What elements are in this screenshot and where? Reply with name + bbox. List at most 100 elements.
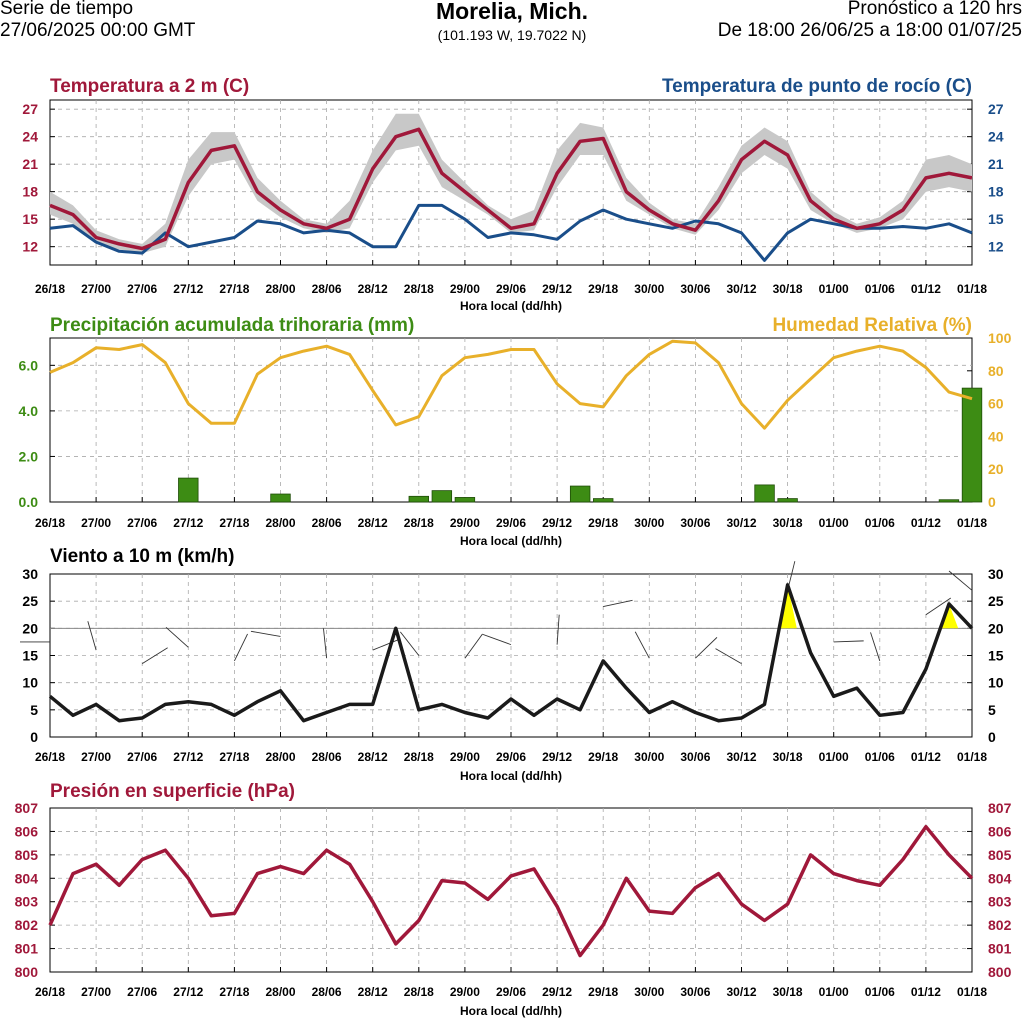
- x-tick-label: 30/12: [726, 516, 756, 530]
- x-tick-label: 28/12: [358, 516, 388, 530]
- y-tick-label-left: 12: [22, 239, 38, 255]
- x-tick-label: 28/00: [265, 985, 295, 999]
- x-axis-label: Hora local (dd/hh): [460, 299, 562, 313]
- x-tick-label: 27/06: [127, 282, 157, 296]
- y-tick-label-right: 30: [988, 566, 1004, 582]
- panel-title-left: Viento a 10 m (km/h): [50, 546, 234, 567]
- x-tick-label: 27/06: [127, 750, 157, 764]
- x-tick-label: 01/06: [865, 516, 895, 530]
- x-tick-label: 30/12: [726, 750, 756, 764]
- y-tick-label-right: 806: [988, 823, 1012, 839]
- y-tick-label-right: 27: [988, 101, 1004, 117]
- y-tick-label-right: 100: [988, 330, 1012, 346]
- precip-bar: [408, 495, 429, 503]
- x-tick-label: 29/06: [496, 985, 526, 999]
- y-tick-label-left: 5: [30, 702, 38, 718]
- y-tick-label-right: 15: [988, 211, 1004, 227]
- wind-barb: [556, 614, 560, 645]
- x-tick-label: 29/00: [450, 282, 480, 296]
- x-tick-label: 01/12: [911, 985, 941, 999]
- x-tick-label: 27/00: [81, 516, 111, 530]
- panel-title-left: Temperatura a 2 m (C): [50, 76, 249, 97]
- x-tick-label: 30/00: [634, 985, 664, 999]
- x-tick-label: 28/06: [312, 516, 342, 530]
- wind-barb: [233, 633, 248, 662]
- x-tick-label: 27/12: [173, 282, 203, 296]
- y-tick-label-right: 20: [988, 620, 1004, 636]
- wind-barb: [165, 626, 189, 648]
- panel-title-left: Precipitación acumulada trihoraria (mm): [50, 315, 414, 336]
- y-tick-label-right: 807: [988, 800, 1012, 816]
- x-tick-label: 30/00: [634, 282, 664, 296]
- x-tick-label: 01/00: [819, 750, 849, 764]
- precip-bar: [270, 493, 291, 503]
- panel-title-right: Humedad Relativa (%): [772, 315, 972, 336]
- x-tick-label: 28/18: [404, 282, 434, 296]
- header-center: Morelia, Mich. (101.193 W, 19.7022 N): [0, 0, 1024, 44]
- precip-bar: [593, 498, 614, 503]
- temperature-line: [49, 127, 973, 251]
- x-tick-label: 28/00: [265, 282, 295, 296]
- x-tick-label: 28/12: [358, 985, 388, 999]
- x-tick-label: 28/00: [265, 750, 295, 764]
- panel-title-left: Presión en superficie (hPa): [50, 781, 295, 802]
- x-tick-label: 26/18: [35, 282, 65, 296]
- wind-barb: [870, 632, 881, 662]
- x-tick-label: 30/12: [726, 985, 756, 999]
- x-tick-label: 30/00: [634, 750, 664, 764]
- wind-barb: [695, 637, 718, 659]
- y-tick-label-right: 803: [988, 894, 1012, 910]
- y-tick-label-right: 802: [988, 917, 1012, 933]
- wind-barb: [87, 621, 97, 651]
- x-axis-label: Hora local (dd/hh): [460, 1004, 562, 1018]
- y-tick-label-right: 5: [988, 702, 996, 718]
- x-tick-label: 28/06: [312, 985, 342, 999]
- y-tick-label-left: 6.0: [19, 357, 39, 373]
- humidity-line: [49, 339, 973, 430]
- precip-bar: [938, 499, 960, 503]
- x-tick-label: 28/06: [312, 282, 342, 296]
- y-tick-label-left: 803: [15, 894, 39, 910]
- y-tick-label-right: 800: [988, 964, 1012, 980]
- forecast-range: De 18:00 26/06/25 a 18:00 01/07/25: [717, 20, 1022, 41]
- x-tick-label: 30/00: [634, 516, 664, 530]
- x-tick-label: 28/06: [312, 750, 342, 764]
- precip-bar: [178, 477, 199, 503]
- y-tick-label-left: 27: [22, 101, 38, 117]
- forecast-horizon: Pronóstico a 120 hrs: [847, 0, 1022, 19]
- wind-barb: [833, 640, 864, 643]
- wind-barb: [603, 599, 633, 608]
- x-tick-label: 01/18: [957, 516, 987, 530]
- x-tick-label: 01/18: [957, 985, 987, 999]
- x-tick-label: 27/00: [81, 282, 111, 296]
- x-tick-label: 27/18: [219, 282, 249, 296]
- x-axis-label: Hora local (dd/hh): [460, 769, 562, 783]
- x-tick-label: 27/18: [219, 750, 249, 764]
- wind-speed-line: [48, 583, 974, 723]
- panel-title-right: Temperatura de punto de rocío (C): [662, 76, 972, 97]
- x-tick-label: 01/18: [957, 282, 987, 296]
- x-tick-label: 30/06: [680, 516, 710, 530]
- x-tick-label: 01/00: [819, 282, 849, 296]
- precip-bar: [961, 387, 983, 503]
- x-tick-label: 01/12: [911, 282, 941, 296]
- x-tick-label: 29/06: [496, 516, 526, 530]
- header-left: Serie de tiempo 27/06/2025 00:00 GMT: [0, 0, 195, 42]
- y-tick-label-left: 4.0: [19, 403, 39, 419]
- y-tick-label-left: 24: [22, 129, 38, 145]
- x-tick-label: 28/18: [404, 516, 434, 530]
- x-tick-label: 01/12: [911, 750, 941, 764]
- wind-barb: [323, 628, 328, 659]
- wind-barb: [948, 570, 973, 591]
- y-tick-label-left: 10: [22, 675, 38, 691]
- y-tick-label-left: 21: [22, 156, 38, 172]
- x-tick-label: 27/06: [127, 516, 157, 530]
- x-tick-label: 01/12: [911, 516, 941, 530]
- header-right: Pronóstico a 120 hrs De 18:00 26/06/25 a…: [718, 0, 1022, 42]
- y-tick-label-left: 800: [15, 964, 39, 980]
- wind-barb: [399, 631, 420, 656]
- y-tick-label-right: 18: [988, 184, 1004, 200]
- x-tick-label: 30/06: [680, 985, 710, 999]
- y-tick-label-right: 0: [988, 494, 996, 510]
- temperature-spread-band: [50, 113, 972, 254]
